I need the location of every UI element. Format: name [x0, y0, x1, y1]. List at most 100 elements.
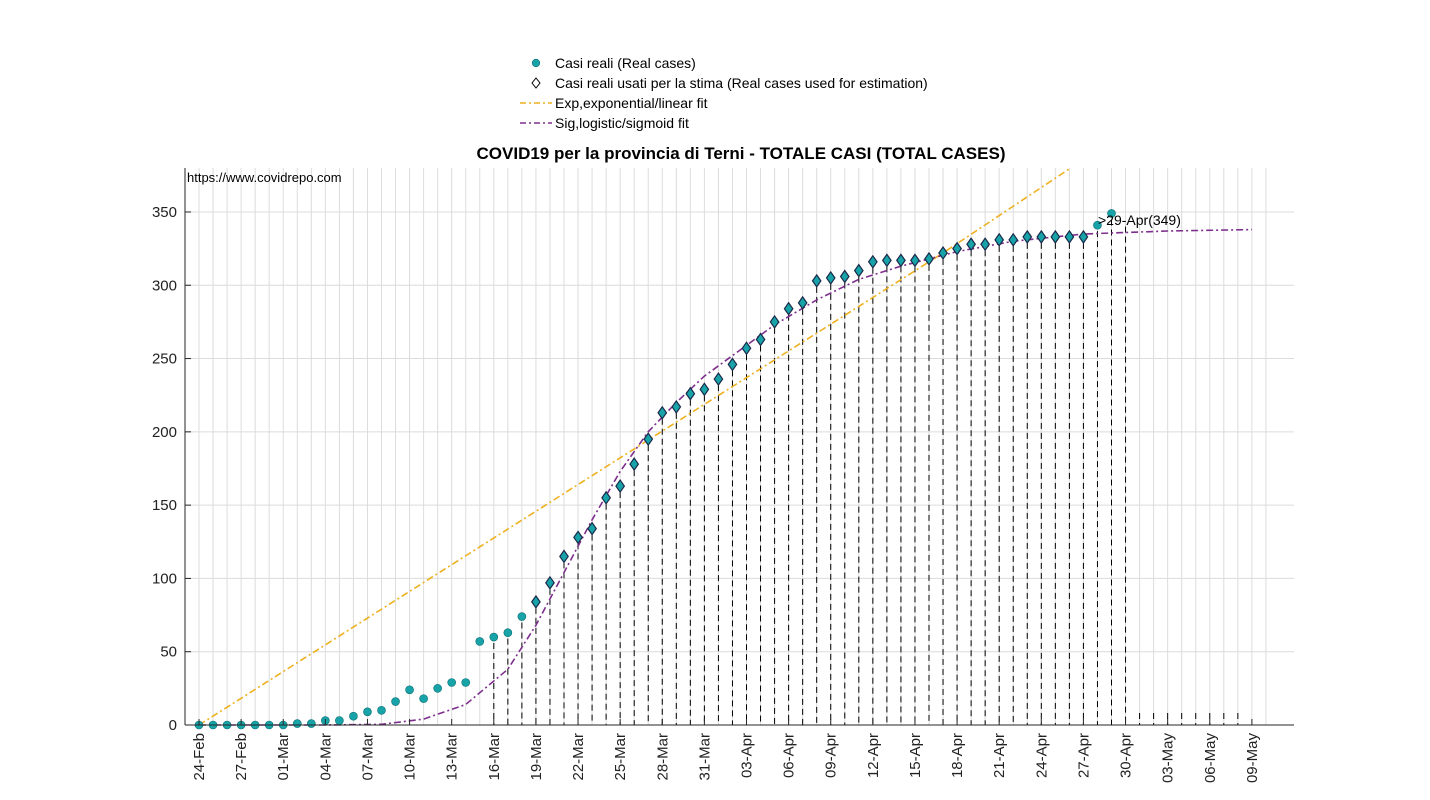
- legend-entry-label: Casi reali usati per la stima (Real case…: [555, 75, 928, 91]
- estimation-point: [769, 314, 780, 329]
- x-tick-label: 12-Apr: [865, 733, 882, 778]
- estimation-point: [727, 357, 738, 372]
- estimation-point: [559, 549, 569, 564]
- x-tick-label: 27-Feb: [233, 733, 250, 781]
- real-case-point: [307, 719, 316, 728]
- y-tick-label: 50: [160, 644, 177, 661]
- x-tick-label: 06-Apr: [781, 733, 798, 778]
- real-case-point: [335, 716, 344, 725]
- estimation-point: [1050, 229, 1061, 244]
- estimation-point: [825, 270, 836, 285]
- x-tick-label: 15-Apr: [907, 733, 924, 778]
- real-case-point: [1093, 220, 1102, 230]
- estimation-point: [1022, 229, 1033, 244]
- estimation-point: [811, 273, 822, 288]
- real-case-point: [405, 685, 414, 695]
- x-tick-label: 10-Mar: [402, 733, 419, 781]
- x-tick-label: 21-Apr: [991, 733, 1008, 778]
- real-case-point: [489, 632, 499, 642]
- x-tick-label: 27-Apr: [1075, 733, 1092, 778]
- estimation-point: [1064, 229, 1075, 244]
- estimation-point: [867, 254, 878, 269]
- y-tick-label: 100: [152, 570, 177, 587]
- estimation-point: [839, 269, 850, 284]
- estimation-point: [587, 521, 598, 536]
- real-case-point: [292, 719, 302, 728]
- legend-marker-diamond: [531, 77, 541, 89]
- estimation-point: [685, 386, 696, 401]
- legend-entry-label: Exp,exponential/linear fit: [555, 95, 708, 111]
- estimation-point: [797, 295, 808, 310]
- estimation-point: [573, 530, 583, 545]
- estimation-point: [629, 457, 640, 472]
- estimation-point: [1036, 229, 1047, 244]
- real-case-point: [419, 694, 428, 703]
- legend: Casi reali (Real cases) Casi reali usati …: [520, 55, 928, 131]
- legend-marker-circle: [531, 58, 541, 68]
- real-case-point: [475, 637, 485, 646]
- estimation-point: [699, 382, 710, 397]
- x-tick-label: 09-Apr: [823, 733, 840, 778]
- estimation-point: [1078, 229, 1089, 244]
- legend-entry-label: Casi reali (Real cases): [555, 55, 696, 71]
- real-case-point: [377, 706, 386, 715]
- estimation-point: [601, 490, 612, 505]
- estimation-point: [755, 332, 766, 347]
- estimation-point: [713, 372, 724, 387]
- y-tick-label: 150: [152, 497, 177, 514]
- x-tick-label: 03-May: [1160, 733, 1177, 784]
- real-case-point: [1107, 209, 1116, 218]
- y-tick-label: 300: [152, 277, 177, 294]
- x-tick-label: 07-Mar: [359, 733, 376, 781]
- x-tick-label: 04-Mar: [317, 733, 334, 781]
- estimation-point: [741, 341, 752, 356]
- x-tick-label: 30-Apr: [1118, 733, 1135, 778]
- x-tick-label: 18-Apr: [949, 733, 966, 778]
- estimation-point: [671, 399, 682, 414]
- estimation-point: [853, 263, 864, 278]
- real-case-point: [391, 697, 400, 706]
- x-tick-label: 24-Feb: [191, 733, 208, 781]
- drop-lines: [493, 219, 1239, 725]
- estimation-point: [657, 405, 668, 420]
- plot-background: [185, 168, 1294, 725]
- estimation-point: [924, 251, 934, 266]
- real-case-point: [363, 707, 372, 717]
- x-tick-label: 28-Mar: [654, 733, 671, 781]
- estimation-point: [615, 479, 626, 494]
- x-tick-label: 09-May: [1244, 733, 1261, 784]
- y-tick-label: 250: [152, 351, 177, 368]
- x-tick-label: 31-Mar: [696, 733, 713, 781]
- plot-area: 0 50 100 150 200 250 300 350 24-Feb 27-Feb 01-Mar 0…: [152, 167, 1294, 784]
- estimation-point: [895, 253, 906, 268]
- x-tick-label: 06-May: [1202, 733, 1219, 784]
- real-case-point: [349, 711, 358, 721]
- estimation-point: [1008, 232, 1019, 247]
- estimation-point: [881, 253, 892, 268]
- estimation-point: [530, 594, 541, 609]
- real-case-point: [433, 684, 442, 693]
- real-case-point: [503, 628, 513, 637]
- estimation-point: [783, 301, 794, 316]
- chart-title: COVID19 per la provincia di Terni - TOTA…: [477, 144, 1006, 163]
- x-tick-label: 13-Mar: [444, 733, 461, 781]
- x-tick-label: 19-Mar: [528, 733, 545, 781]
- legend-entry-label: Sig,logistic/sigmoid fit: [555, 115, 689, 131]
- last-value-annotation: >29-Apr(349): [1098, 212, 1181, 228]
- estimation-point: [980, 237, 991, 252]
- estimation-point: [545, 575, 555, 590]
- x-tick-label: 01-Mar: [275, 733, 292, 781]
- estimation-point: [966, 237, 977, 252]
- real-case-point: [517, 612, 527, 621]
- x-tick-label: 22-Mar: [570, 733, 587, 781]
- real-case-point: [461, 678, 471, 687]
- y-tick-label: 350: [152, 204, 177, 221]
- x-tick-label: 25-Mar: [612, 733, 629, 781]
- y-tick-label: 200: [152, 424, 177, 441]
- source-note: https://www.covidrepo.com: [187, 170, 342, 185]
- x-tick-label: 16-Mar: [486, 733, 503, 781]
- estimation-point: [643, 432, 654, 447]
- y-tick-label: 0: [169, 717, 177, 734]
- grid: [185, 168, 1294, 726]
